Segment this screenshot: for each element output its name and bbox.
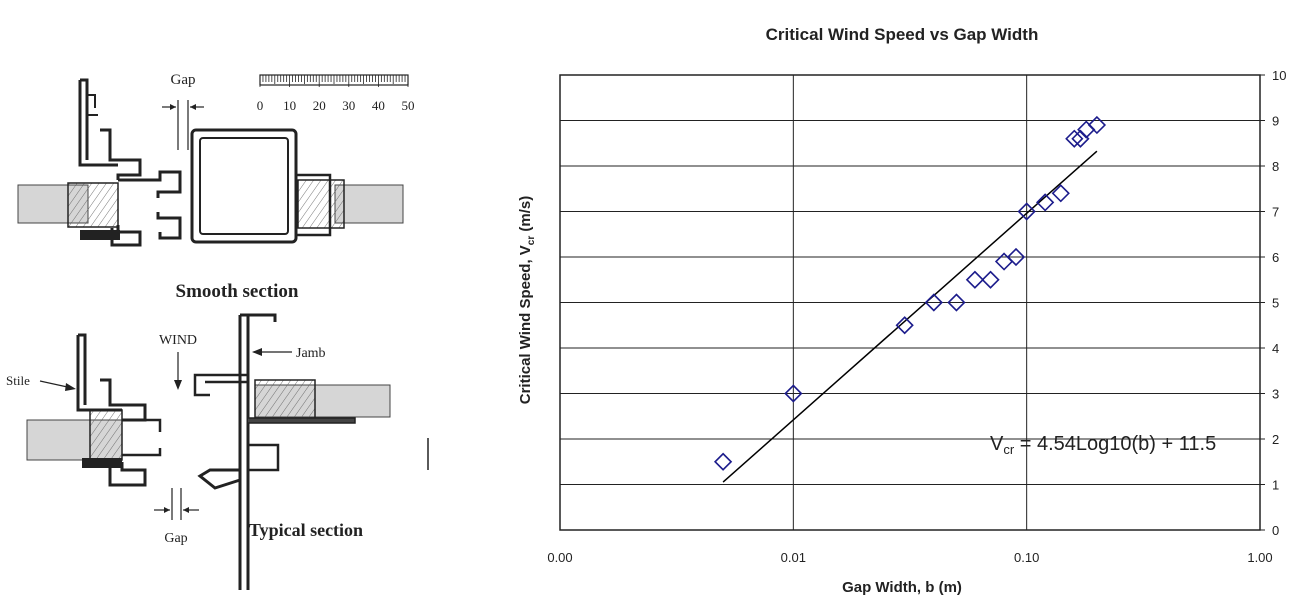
- x-tick-label: 1.00: [1247, 550, 1272, 565]
- wind-label: WIND: [159, 333, 197, 348]
- scale-tick-label: 10: [283, 98, 296, 113]
- jamb-label: Jamb: [296, 346, 326, 361]
- y-tick-label: 7: [1272, 205, 1279, 220]
- y-tick-labels: 0 1 2 3 4 5 6 7 8 9 10: [1272, 68, 1286, 538]
- fit-equation: Vcr = 4.54Log10(b) + 11.5: [990, 433, 1216, 457]
- scale-tick-label: 20: [313, 98, 326, 113]
- x-axis-label: Gap Width, b (m): [842, 579, 962, 596]
- typical-section-caption: Typical section: [249, 520, 363, 540]
- x-tick-label: 0.01: [781, 550, 806, 565]
- y-axis-label: Critical Wind Speed, Vcr (m/s): [517, 196, 537, 405]
- scale-tick-label: 40: [372, 98, 385, 113]
- y-tick-label: 0: [1272, 523, 1279, 538]
- scale-tick-label: 0: [257, 98, 264, 113]
- y-tick-label: 10: [1272, 68, 1286, 83]
- y-tick-label: 9: [1272, 114, 1279, 129]
- x-tick-labels: 0.00 0.01 0.10 1.00: [547, 550, 1272, 565]
- y-tick-label: 8: [1272, 159, 1279, 174]
- y-tick-label: 4: [1272, 341, 1279, 356]
- gap-label-top: Gap: [171, 72, 196, 88]
- y-tick-label: 1: [1272, 478, 1279, 493]
- y-tick-label: 5: [1272, 296, 1279, 311]
- typical-section-drawing: [27, 315, 428, 590]
- wind-speed-chart: Critical Wind Speed vs Gap Width 0.00 0.0…: [440, 0, 1299, 600]
- gap-label-bottom: Gap: [164, 531, 187, 546]
- stile-label: Stile: [6, 373, 30, 388]
- y-tick-label: 6: [1272, 250, 1279, 265]
- scale-bar: 0 10 20 30 40 50: [257, 75, 415, 113]
- scale-tick-label: 30: [342, 98, 355, 113]
- chart-title: Critical Wind Speed vs Gap Width: [766, 25, 1039, 44]
- smooth-section-caption: Smooth section: [176, 281, 299, 302]
- y-tick-label: 2: [1272, 432, 1279, 447]
- window-section-drawing: Gap 0 10 20 30 40 50 Smooth section: [0, 0, 440, 600]
- y-tick-label: 3: [1272, 387, 1279, 402]
- x-tick-label: 0.00: [547, 550, 572, 565]
- scale-tick-label: 50: [402, 98, 415, 113]
- x-tick-label: 0.10: [1014, 550, 1039, 565]
